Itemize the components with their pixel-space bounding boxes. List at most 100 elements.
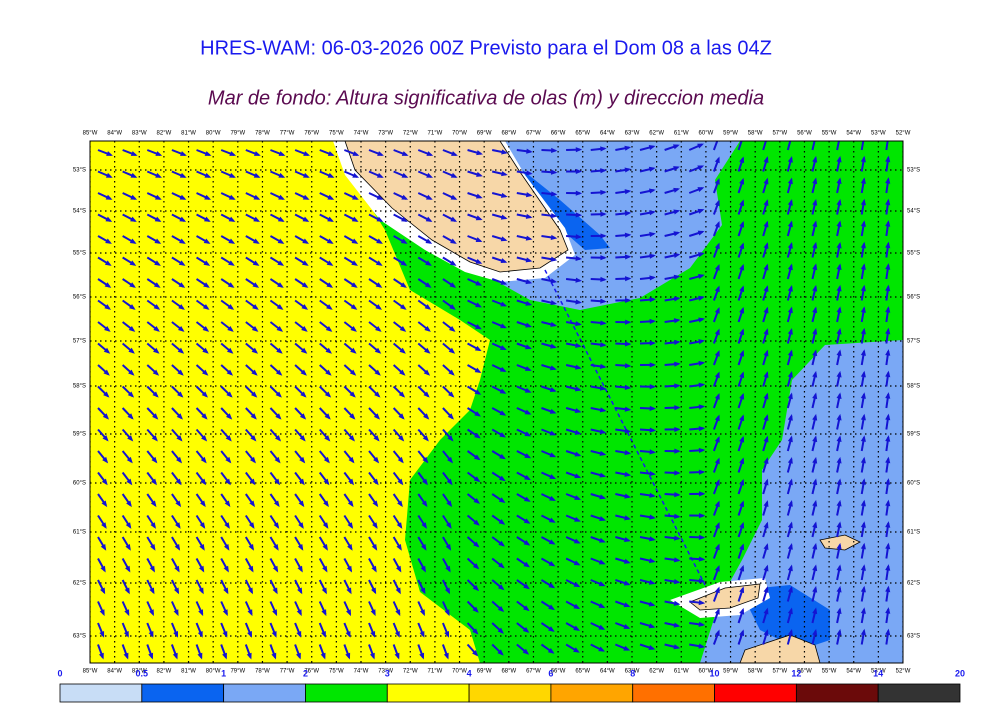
longitude-label: 59°W [723,669,738,675]
longitude-label: 64°W [600,669,615,675]
colorbar-swatch [715,684,797,702]
colorbar-label: 8 [630,668,635,678]
latitude-label: 62°S [907,581,920,587]
longitude-label: 82°W [157,131,172,137]
latitude-label: 54°S [73,209,86,215]
longitude-label: 77°W [280,669,295,675]
colorbar-label: 1 [221,668,226,678]
longitude-label: 75°W [329,131,344,137]
colorbar-swatch [551,684,633,702]
latitude-label: 62°S [73,581,86,587]
longitude-label: 68°W [501,131,516,137]
latitude-label: 63°S [907,634,920,640]
longitude-label: 67°W [526,131,541,137]
longitude-label: 80°W [206,131,221,137]
latitude-label: 56°S [907,295,920,301]
longitude-label: 72°W [403,669,418,675]
arrow-head [764,135,769,142]
latitude-label: 55°S [907,251,920,257]
longitude-label: 78°W [255,131,270,137]
longitude-label: 67°W [526,669,541,675]
colorbar-swatch [60,684,142,702]
colorbar-label: 0 [57,668,62,678]
colorbar-swatch [633,684,715,702]
arrow-head [837,134,842,141]
colorbar-swatch [796,684,878,702]
latitude-label: 54°S [907,209,920,215]
arrow-head [788,135,793,142]
longitude-label: 62°W [649,669,664,675]
colorbar-swatch [142,684,224,702]
colorbar-swatch [469,684,551,702]
longitude-label: 71°W [428,669,443,675]
map-area [90,134,903,663]
longitude-label: 83°W [132,131,147,137]
longitude-label: 69°W [477,669,492,675]
colorbar-swatch [878,684,960,702]
longitude-label: 52°W [896,131,911,137]
longitude-label: 69°W [477,131,492,137]
latitude-label: 61°S [73,530,86,536]
latitude-label: 60°S [73,481,86,487]
longitude-label: 54°W [846,131,861,137]
longitude-label: 81°W [181,131,196,137]
longitude-label: 57°W [772,131,787,137]
longitude-label: 74°W [354,131,369,137]
longitude-label: 71°W [428,131,443,137]
colorbar-label: 20 [955,668,965,678]
longitude-label: 60°W [699,131,714,137]
longitude-label: 84°W [107,131,122,137]
colorbar-label: 4 [467,668,472,678]
longitude-label: 77°W [280,131,295,137]
longitude-label: 64°W [600,131,615,137]
colorbar-label: 6 [548,668,553,678]
colorbar-label: 3 [385,668,390,678]
longitude-label: 58°W [748,131,763,137]
longitude-label: 55°W [822,669,837,675]
longitude-label: 73°W [378,131,393,137]
latitude-label: 63°S [73,634,86,640]
title: HRES-WAM: 06-03-2026 00Z Previsto para e… [200,37,772,59]
longitude-label: 58°W [748,669,763,675]
latitude-label: 58°S [907,384,920,390]
longitude-label: 55°W [822,131,837,137]
longitude-label: 75°W [329,669,344,675]
longitude-label: 85°W [83,131,98,137]
colorbar-swatch [224,684,306,702]
subtitle: Mar de fondo: Altura significativa de ol… [208,87,764,109]
longitude-label: 79°W [230,131,245,137]
longitude-label: 52°W [896,669,911,675]
colorbar-label: 12 [791,668,801,678]
latitude-label: 59°S [73,432,86,438]
latitude-label: 59°S [907,432,920,438]
latitude-label: 53°S [907,168,920,174]
longitude-label: 85°W [83,669,98,675]
colorbar-label: 14 [873,668,883,678]
longitude-label: 66°W [551,131,566,137]
longitude-label: 72°W [403,131,418,137]
latitude-label: 61°S [907,530,920,536]
colorbar-label: 2 [303,668,308,678]
longitude-label: 79°W [230,669,245,675]
longitude-label: 62°W [649,131,664,137]
longitude-label: 54°W [846,669,861,675]
arrow-head [812,134,817,141]
latitude-label: 53°S [73,168,86,174]
latitude-label: 55°S [73,251,86,257]
longitude-label: 81°W [181,669,196,675]
longitude-label: 63°W [625,131,640,137]
longitude-label: 74°W [354,669,369,675]
longitude-label: 68°W [501,669,516,675]
longitude-label: 61°W [674,131,689,137]
colorbar-swatch [305,684,387,702]
longitude-label: 76°W [304,131,319,137]
longitude-label: 70°W [452,131,467,137]
longitude-label: 65°W [575,131,590,137]
latitude-label: 58°S [73,384,86,390]
latitude-label: 57°S [73,339,86,345]
latitude-label: 57°S [907,339,920,345]
longitude-label: 84°W [107,669,122,675]
longitude-label: 57°W [772,669,787,675]
longitude-label: 53°W [871,131,886,137]
